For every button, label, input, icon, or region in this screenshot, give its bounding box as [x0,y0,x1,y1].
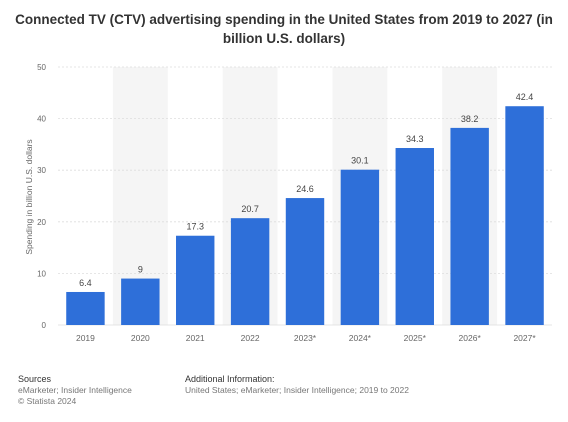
x-tick-label: 2026* [459,333,482,343]
value-label: 42.4 [516,92,534,102]
y-tick-label: 0 [42,321,47,330]
bar [395,148,434,325]
sources-block: Sources eMarketer; Insider Intelligence … [18,374,132,407]
value-label: 38.2 [461,114,479,124]
value-labels: 6.4 9 17.3 20.7 24.6 30.1 34.3 38.2 42.4 [79,92,533,288]
y-axis-label: Spending in billion U.S. dollars [24,139,34,254]
copyright-text: © Statista 2024 [18,396,77,406]
additional-info-label: Additional Information: [185,374,275,384]
bar [121,278,160,325]
y-tick-label: 10 [37,269,46,278]
y-tick-label: 40 [37,115,46,124]
value-label: 9 [138,265,143,275]
value-label: 30.1 [351,156,369,166]
bar [230,218,270,325]
sources-label: Sources [18,374,52,384]
value-label: 34.3 [406,134,424,144]
bar [66,291,105,325]
bar [450,127,489,325]
x-tick-label: 2024* [349,333,372,343]
value-label: 20.7 [241,204,259,214]
value-label: 6.4 [79,278,92,288]
additional-info-text: United States; eMarketer; Insider Intell… [185,385,409,395]
x-axis-ticks: 2019 2020 2021 2022 2023* 2024* 2025* 2026* 2027… [76,333,536,343]
bar [505,106,544,325]
x-tick-label: 2020 [131,333,150,343]
sources-text: eMarketer; Insider Intelligence [18,385,132,395]
value-label: 17.3 [186,222,204,232]
y-tick-label: 30 [37,166,46,175]
y-tick-label: 20 [37,218,46,227]
bar [176,235,215,325]
x-tick-label: 2019 [76,333,95,343]
x-tick-label: 2022 [241,333,260,343]
value-label: 24.6 [296,184,314,194]
additional-info-block: Additional Information: United States; e… [185,374,409,396]
x-tick-label: 2021 [186,333,205,343]
y-axis-ticks: 0 10 20 30 40 50 [37,63,46,330]
bar [285,198,325,325]
bars [66,106,544,325]
y-tick-label: 50 [37,63,46,72]
x-tick-label: 2027* [513,333,536,343]
chart-title: Connected TV (CTV) advertising spending … [15,12,553,46]
x-tick-label: 2023* [294,333,317,343]
bar [340,169,380,325]
x-tick-label: 2025* [404,333,427,343]
